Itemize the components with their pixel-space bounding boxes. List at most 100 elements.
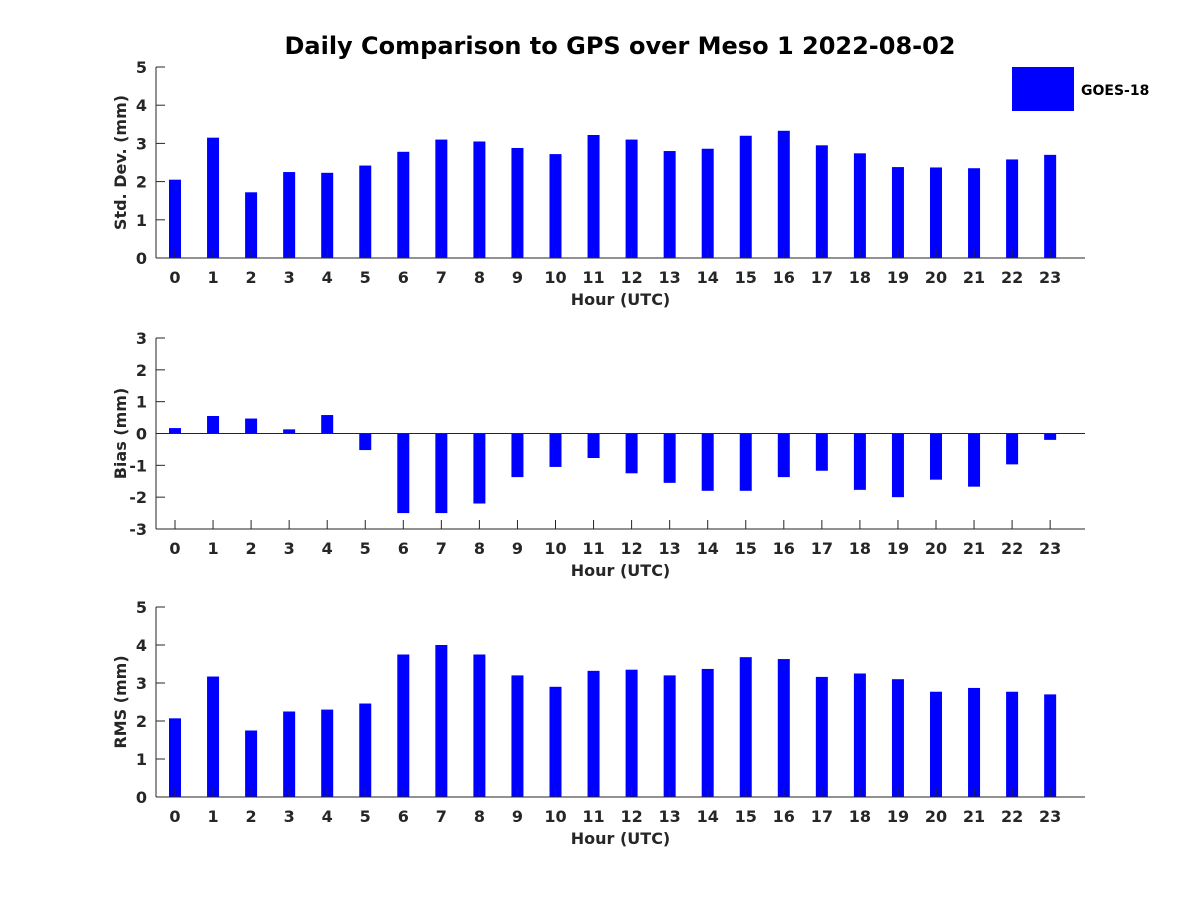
bar-hour-7: [435, 433, 448, 514]
bar-hour-23: [1044, 433, 1057, 440]
x-tick-label: 9: [512, 807, 523, 826]
y-tick-label: 3: [136, 134, 147, 153]
bar-hour-21: [968, 168, 981, 258]
x-tick-label: 22: [1001, 807, 1023, 826]
x-tick-label: 16: [773, 807, 795, 826]
x-tick-label: 13: [659, 268, 681, 287]
x-tick-label: 13: [659, 807, 681, 826]
x-tick-label: 20: [925, 268, 947, 287]
x-tick-label: 2: [246, 807, 257, 826]
x-tick-label: 7: [436, 807, 447, 826]
bar-hour-10: [549, 686, 562, 797]
bar-hour-11: [587, 433, 600, 459]
bar-hour-2: [245, 418, 258, 434]
x-tick-label: 0: [169, 807, 180, 826]
bar-hour-9: [511, 433, 524, 478]
bar-hour-18: [853, 673, 866, 797]
x-tick-label: 12: [620, 268, 642, 287]
bar-hour-5: [359, 703, 372, 797]
x-tick-label: 1: [207, 268, 218, 287]
x-tick-label: 0: [169, 268, 180, 287]
x-tick-label: 5: [360, 268, 371, 287]
x-tick-label: 8: [474, 807, 485, 826]
bar-hour-20: [930, 691, 942, 797]
bar-hour-21: [968, 433, 981, 487]
y-tick-label: 3: [136, 329, 147, 348]
x-tick-label: 13: [659, 539, 681, 558]
bar-hour-4: [321, 709, 334, 797]
y-axis-label: RMS (mm): [111, 655, 130, 748]
y-axis-label: Std. Dev. (mm): [111, 95, 130, 230]
bar-hour-5: [359, 433, 372, 451]
y-tick-label: 2: [136, 173, 147, 192]
x-tick-label: 14: [697, 807, 719, 826]
x-tick-label: 11: [582, 807, 604, 826]
bar-hour-18: [853, 153, 866, 258]
bar-hour-1: [207, 137, 220, 258]
bar-hour-10: [549, 154, 562, 258]
bar-hour-13: [663, 675, 676, 797]
x-tick-label: 22: [1001, 268, 1023, 287]
x-tick-label: 20: [925, 539, 947, 558]
bar-hour-5: [359, 165, 372, 258]
y-tick-label: 5: [136, 58, 147, 77]
x-tick-label: 6: [398, 268, 409, 287]
bar-hour-16: [777, 433, 790, 478]
x-tick-label: 7: [436, 539, 447, 558]
bar-hour-22: [1006, 159, 1019, 258]
bar-hour-0: [169, 718, 181, 797]
x-tick-label: 6: [398, 807, 409, 826]
bar-hour-3: [283, 711, 296, 797]
y-tick-label: 3: [136, 674, 147, 693]
x-tick-label: 12: [620, 807, 642, 826]
bar-hour-8: [473, 141, 486, 258]
legend-swatch: [1012, 67, 1074, 111]
x-tick-label: 23: [1039, 539, 1061, 558]
bar-hour-12: [625, 669, 638, 797]
x-tick-label: 1: [207, 539, 218, 558]
bar-hour-15: [739, 433, 752, 491]
x-tick-label: 8: [474, 268, 485, 287]
x-tick-label: 12: [620, 539, 642, 558]
y-tick-label: -3: [129, 520, 147, 539]
x-tick-label: 15: [735, 539, 757, 558]
bar-hour-14: [701, 668, 714, 797]
x-tick-label: 14: [697, 539, 719, 558]
bar-hour-17: [815, 433, 828, 471]
x-tick-label: 10: [544, 539, 566, 558]
x-tick-label: 4: [322, 268, 333, 287]
bar-hour-8: [473, 654, 486, 797]
bar-hour-0: [169, 179, 181, 258]
x-tick-label: 11: [582, 268, 604, 287]
x-axis-label: Hour (UTC): [571, 290, 671, 309]
bar-hour-10: [549, 433, 562, 467]
y-tick-label: 0: [136, 788, 147, 807]
x-tick-label: 20: [925, 807, 947, 826]
x-tick-label: 7: [436, 268, 447, 287]
bar-hour-6: [397, 654, 410, 797]
bar-hour-0: [169, 428, 181, 434]
chart-legend: GOES-18: [1012, 67, 1149, 111]
bar-hour-20: [930, 167, 942, 258]
bar-hour-4: [321, 415, 334, 434]
x-tick-label: 18: [849, 268, 871, 287]
chart-title: Daily Comparison to GPS over Meso 1 2022…: [284, 32, 955, 60]
x-tick-label: 5: [360, 539, 371, 558]
bar-hour-19: [891, 167, 904, 258]
x-tick-label: 23: [1039, 807, 1061, 826]
bar-hour-2: [245, 192, 258, 258]
bar-hour-19: [891, 433, 904, 498]
x-tick-label: 19: [887, 539, 909, 558]
y-axis-label: Bias (mm): [111, 388, 130, 480]
bar-hour-12: [625, 433, 638, 474]
y-tick-label: 0: [136, 425, 147, 444]
x-tick-label: 3: [284, 807, 295, 826]
bar-hour-2: [245, 730, 258, 797]
bar-hour-6: [397, 151, 410, 258]
bar-hour-17: [815, 676, 828, 797]
x-tick-label: 18: [849, 539, 871, 558]
x-tick-label: 10: [544, 807, 566, 826]
